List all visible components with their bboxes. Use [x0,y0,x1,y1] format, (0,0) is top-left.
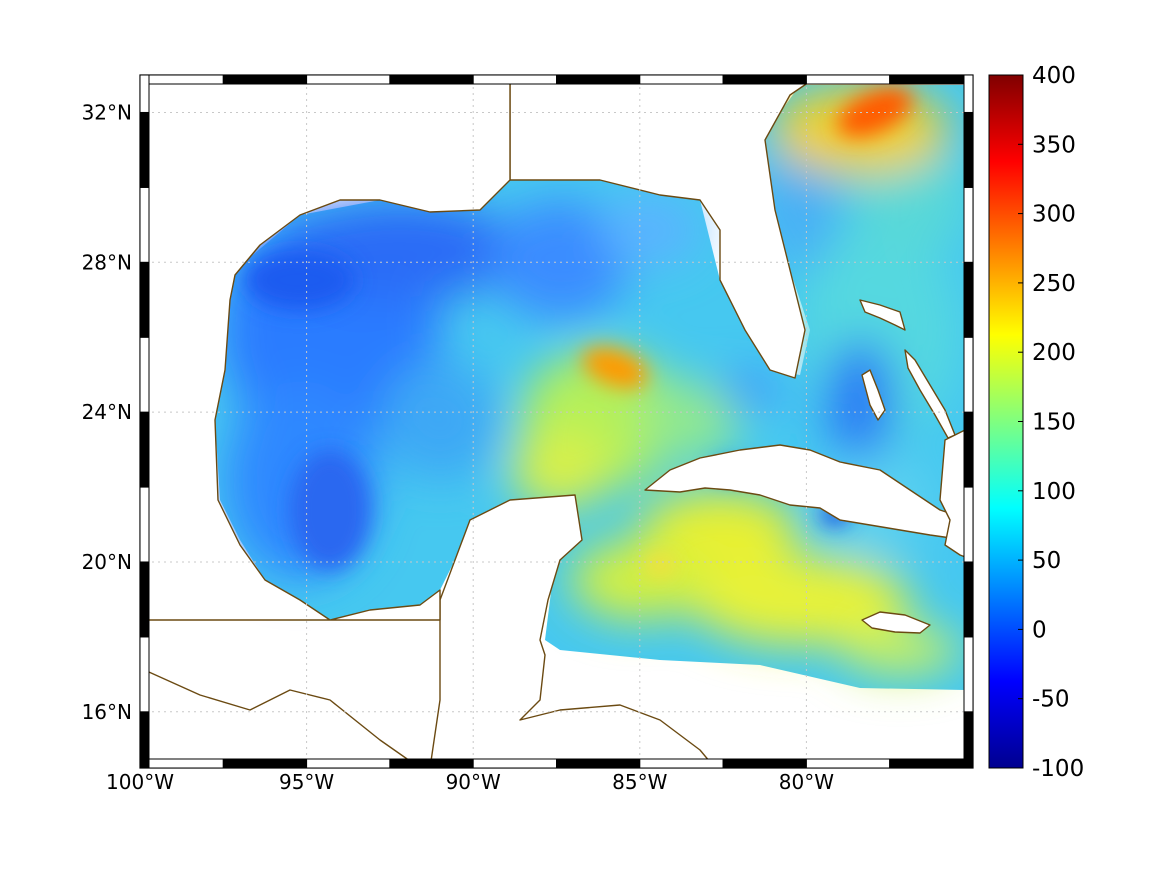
frame-segment-left [139,261,150,338]
colorbar-tick-label: 300 [1032,202,1076,228]
frame-segment-right [963,186,974,263]
land-masses [140,77,973,768]
frame-segment-bottom [472,758,558,769]
frame-segment-right [963,711,974,769]
latitude-labels: 32°N 28°N 24°N 20°N 16°N [82,100,132,723]
longitude-tick-label: 90°W [446,770,501,794]
longitude-tick-label: 100°W [106,770,174,794]
frame-segment-bottom [889,758,974,769]
colorbar-tick-label: 100 [1032,479,1076,505]
frame-segment-bottom [306,758,391,769]
colorbar-labels: 400 350 300 250 200 150 100 50 0 -50 -100 [988,63,1084,782]
latitude-tick-label: 16°N [82,700,132,724]
frame-segment-right [963,111,974,188]
frame-segment-left [139,486,150,563]
frame-segment-left [139,74,150,113]
frame-segment-bottom [222,758,308,769]
longitude-tick-label: 85°W [612,770,667,794]
frame-segment-right [963,561,974,638]
frame-segment-top [889,74,974,85]
frame-segment-top [139,74,224,85]
bahamas-island-abaco [859,299,906,331]
us-gulf-coast [140,77,511,621]
frame-segment-right [963,411,974,488]
frame-segment-left [139,636,150,713]
frame-segment-right [963,636,974,713]
frame-segment-top [556,74,641,85]
longitude-tick-label: 80°W [779,770,834,794]
frame-segment-bottom [139,758,224,769]
frame-segment-left [139,561,150,638]
frame-segment-left [139,111,150,188]
graticule [140,75,973,768]
data-field [215,85,970,690]
colorbar-tick-label: 0 [1032,617,1047,643]
colorbar-border [988,74,1024,769]
frame-segment-top [722,74,807,85]
colorbar-tick-label: 350 [1032,132,1076,158]
latitude-tick-label: 20°N [82,550,132,574]
frame-segment-top [222,74,308,85]
longitude-tick-label: 95°W [279,770,334,794]
frame-segment-right [963,486,974,563]
frame-segment-top [389,74,474,85]
frame-segment-top [472,74,558,85]
frame-segment-right [963,74,974,113]
frame-segment-right [963,336,974,413]
frame-segment-bottom [389,758,474,769]
frame-segment-top [639,74,724,85]
latitude-tick-label: 24°N [82,400,132,424]
frame-segment-left [139,336,150,413]
latitude-tick-label: 32°N [82,100,132,124]
frame-segment-bottom [722,758,807,769]
colorbar-tick-label: 200 [1032,340,1076,366]
frame-segment-bottom [805,758,891,769]
frame-segment-left [139,186,150,263]
colorbar [989,75,1023,768]
colorbar-tick-label: -50 [1032,687,1070,713]
jamaica-island [861,611,931,634]
colorbar-tick-label: 150 [1032,410,1076,436]
frame-segment-bottom [556,758,641,769]
colorbar-tick-label: 50 [1032,548,1061,574]
colorbar-tick-label: 250 [1032,271,1076,297]
frame-segment-right [963,261,974,338]
latitude-tick-label: 28°N [82,250,132,274]
frame-segment-top [805,74,891,85]
frame-segment-left [139,711,150,769]
frame-segment-bottom [639,758,724,769]
map-frame [139,74,974,769]
frame-segment-top [306,74,391,85]
colorbar-tick-label: 400 [1032,63,1076,89]
colorbar-tick-label: -100 [1032,756,1084,782]
bahamas-island-andros [861,369,886,421]
frame-segment-left [139,411,150,488]
longitude-labels: 100°W 95°W 90°W 85°W 80°W [106,770,834,794]
